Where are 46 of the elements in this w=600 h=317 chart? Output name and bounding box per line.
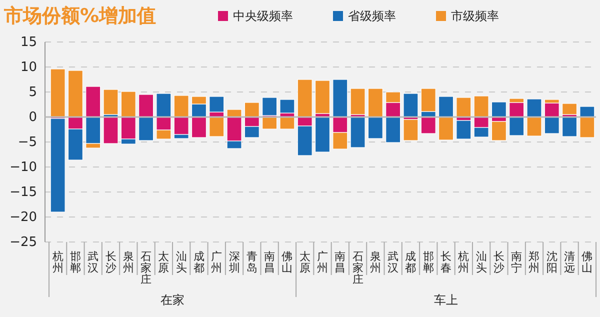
- x-tick-label: 南宁: [511, 250, 522, 274]
- x-tick-label: 南昌: [334, 250, 346, 274]
- text: 在家: [160, 293, 185, 307]
- x-tick-label: 广州: [211, 250, 222, 274]
- chart-title: 市场份额%增加值: [3, 5, 156, 27]
- legend-label: 市级频率: [451, 9, 499, 23]
- y-tick-label: −20: [10, 210, 37, 226]
- x-tick-label: 杭州: [457, 250, 470, 274]
- x-tick-label: 泉州: [370, 250, 381, 274]
- y-tick-label: −25: [10, 235, 37, 250]
- x-tick-label: 邯郸: [422, 250, 434, 274]
- x-tick-label: 清远: [564, 250, 576, 274]
- x-tick-label: 长沙: [105, 250, 116, 274]
- x-tick-label: 武汉: [388, 250, 399, 274]
- y-tick-label: −15: [10, 185, 37, 200]
- x-tick-label: 郑州: [528, 250, 540, 274]
- x-tick-label: 太原: [299, 250, 310, 274]
- legend-label: 省级频率: [348, 9, 396, 23]
- x-tick-label: 佛山: [582, 250, 593, 274]
- x-tick-label: 青岛: [246, 250, 258, 274]
- x-tick-label: 成都: [193, 250, 204, 274]
- x-tick-label: 邯郸: [70, 250, 81, 274]
- x-tick-label: 杭州: [51, 250, 64, 274]
- x-tick-label: 石家庄: [352, 250, 364, 286]
- y-tick-label: −10: [10, 160, 37, 176]
- y-tick-label: 10: [20, 60, 37, 76]
- x-tick-label: 武汉: [88, 250, 99, 274]
- x-tick-label: 南昌: [264, 250, 276, 274]
- y-tick-label: 0: [28, 110, 37, 126]
- text: 车上: [434, 293, 458, 307]
- y-tick-label: −5: [18, 135, 37, 150]
- x-tick-label: 太原: [158, 250, 170, 274]
- x-tick-label: 长春: [440, 250, 452, 274]
- x-tick-label: 石家庄: [140, 250, 152, 286]
- x-tick-label: 佛山: [282, 250, 293, 274]
- y-tick-label: 5: [28, 85, 37, 100]
- x-tick-label: 长沙: [493, 250, 504, 274]
- x-tick-label: 成都: [405, 250, 416, 274]
- legend-label: 中央级频率: [233, 9, 293, 23]
- x-tick-label: 沈阳: [546, 250, 558, 274]
- x-tick-label: 广州: [317, 250, 328, 274]
- x-tick-label: 泉州: [122, 250, 134, 274]
- x-tick-label: 汕头: [176, 250, 187, 274]
- x-tick-label: 深圳: [228, 250, 240, 274]
- x-tick-label: 汕头: [476, 250, 487, 274]
- y-tick-label: 15: [20, 35, 37, 50]
